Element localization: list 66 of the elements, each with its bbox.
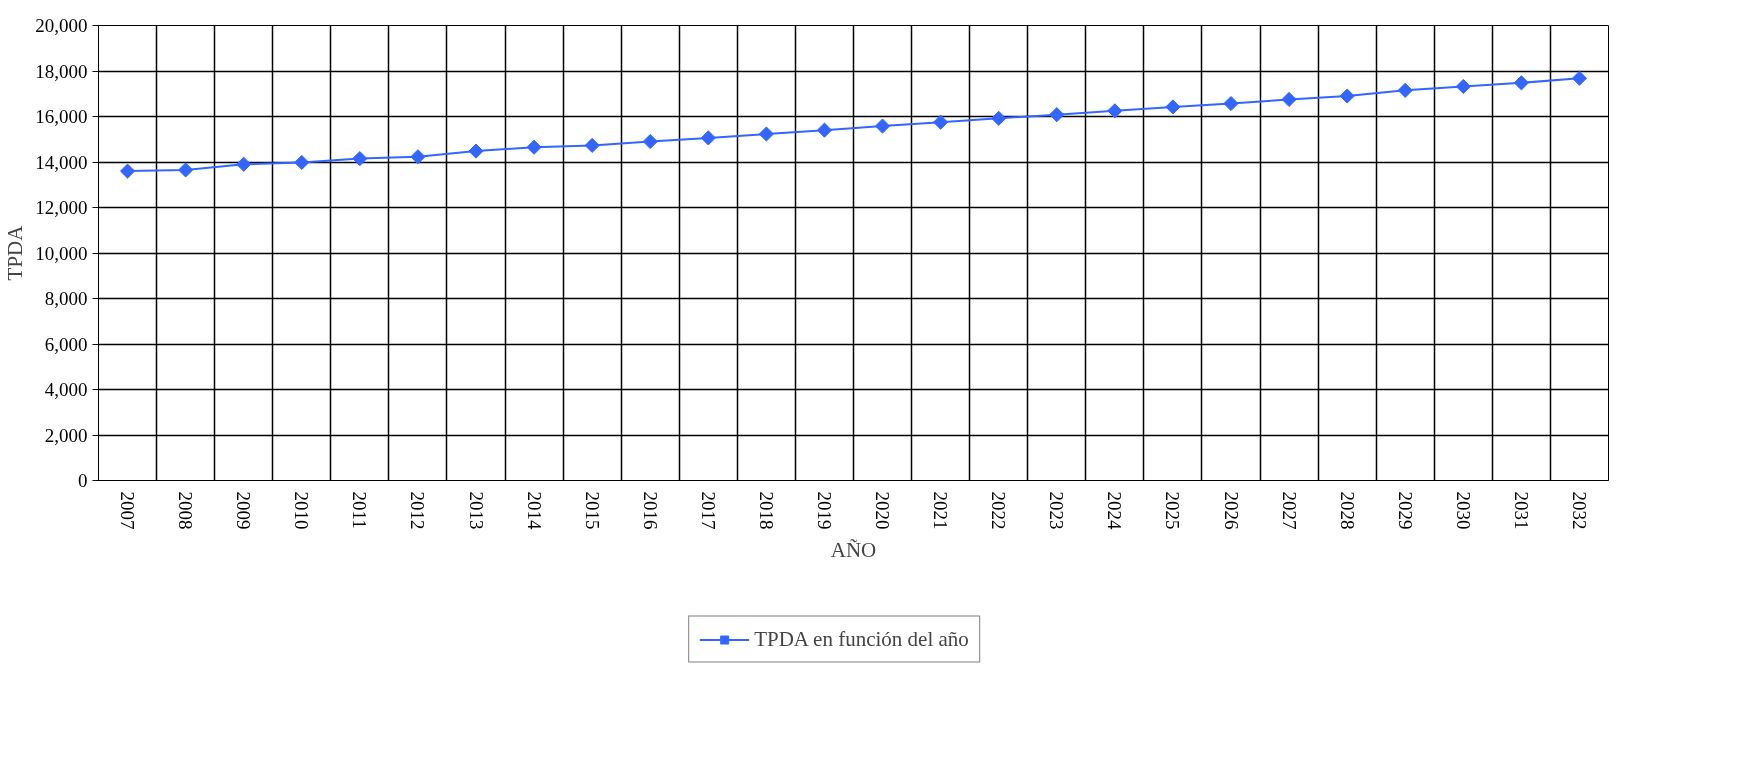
x-tick-label: 2032 <box>1568 491 1590 530</box>
x-tick-label: 2023 <box>1046 491 1068 530</box>
point <box>1397 82 1413 98</box>
point <box>1223 95 1239 112</box>
x-tick-label: 2018 <box>755 491 777 530</box>
x-tick-label: 2020 <box>872 491 894 530</box>
x-tick-label: 2012 <box>407 491 429 530</box>
x-tick-label: 2031 <box>1510 491 1532 530</box>
point <box>1107 103 1123 119</box>
x-tick-label: 2026 <box>1220 491 1242 530</box>
x-tick-label: 2015 <box>581 491 603 530</box>
point <box>1339 88 1355 104</box>
point <box>816 122 833 138</box>
x-tick-label: 2014 <box>523 491 545 530</box>
y-tick-label: 12,000 <box>35 197 88 218</box>
y-tick-label: 10,000 <box>35 242 88 264</box>
y-tick-label: 0 <box>78 470 88 491</box>
x-tick-label: 2017 <box>697 491 719 530</box>
x-tick-label: 2024 <box>1104 491 1126 530</box>
point <box>410 149 426 165</box>
point <box>1281 91 1297 108</box>
point <box>468 143 484 159</box>
point <box>874 118 891 134</box>
point <box>352 151 368 167</box>
x-tick-label: 2019 <box>813 491 835 530</box>
x-tick-label: 2027 <box>1278 491 1300 530</box>
point <box>1049 107 1065 123</box>
x-tick-label: 2021 <box>930 491 952 530</box>
x-tick-label: 2022 <box>988 491 1010 530</box>
point <box>991 110 1007 126</box>
x-tick-label: 2009 <box>233 491 255 530</box>
x-axis-title: AÑO <box>830 537 877 562</box>
y-tick-label: 14,000 <box>35 151 88 173</box>
x-tick-label: 2007 <box>117 491 139 530</box>
x-tick-label: 2011 <box>349 491 371 529</box>
x-tick-label: 2010 <box>291 491 313 530</box>
point <box>1455 78 1471 95</box>
x-tick-label: 2030 <box>1452 491 1474 530</box>
y-tick-label: 8,000 <box>44 288 88 309</box>
x-tick-label: 2029 <box>1394 491 1416 530</box>
point <box>758 126 774 142</box>
point <box>584 137 600 153</box>
point <box>1165 99 1181 115</box>
legend-label: TPDA en función del año <box>754 626 969 652</box>
y-tick-label: 20,000 <box>35 15 88 36</box>
point <box>1571 70 1588 86</box>
y-tick-label: 6,000 <box>44 333 88 355</box>
x-tick-label: 2013 <box>465 491 487 530</box>
point <box>119 163 136 179</box>
point <box>178 162 194 178</box>
x-tick-label: 2028 <box>1336 491 1358 530</box>
y-tick-label: 2,000 <box>44 424 88 446</box>
y-tick-label: 16,000 <box>35 106 88 127</box>
x-tick-label: 2016 <box>639 491 661 530</box>
point <box>294 154 310 171</box>
y-tick-label: 4,000 <box>44 379 88 400</box>
point <box>933 114 949 130</box>
x-tick-label: 2025 <box>1162 491 1184 530</box>
point <box>526 139 542 155</box>
point <box>1513 75 1529 91</box>
y-tick-label: 18,000 <box>35 60 88 82</box>
point <box>642 133 658 150</box>
x-tick-label: 2008 <box>175 491 197 530</box>
point <box>700 130 716 146</box>
y-axis-title: TPDA <box>3 224 28 281</box>
point <box>236 156 252 172</box>
